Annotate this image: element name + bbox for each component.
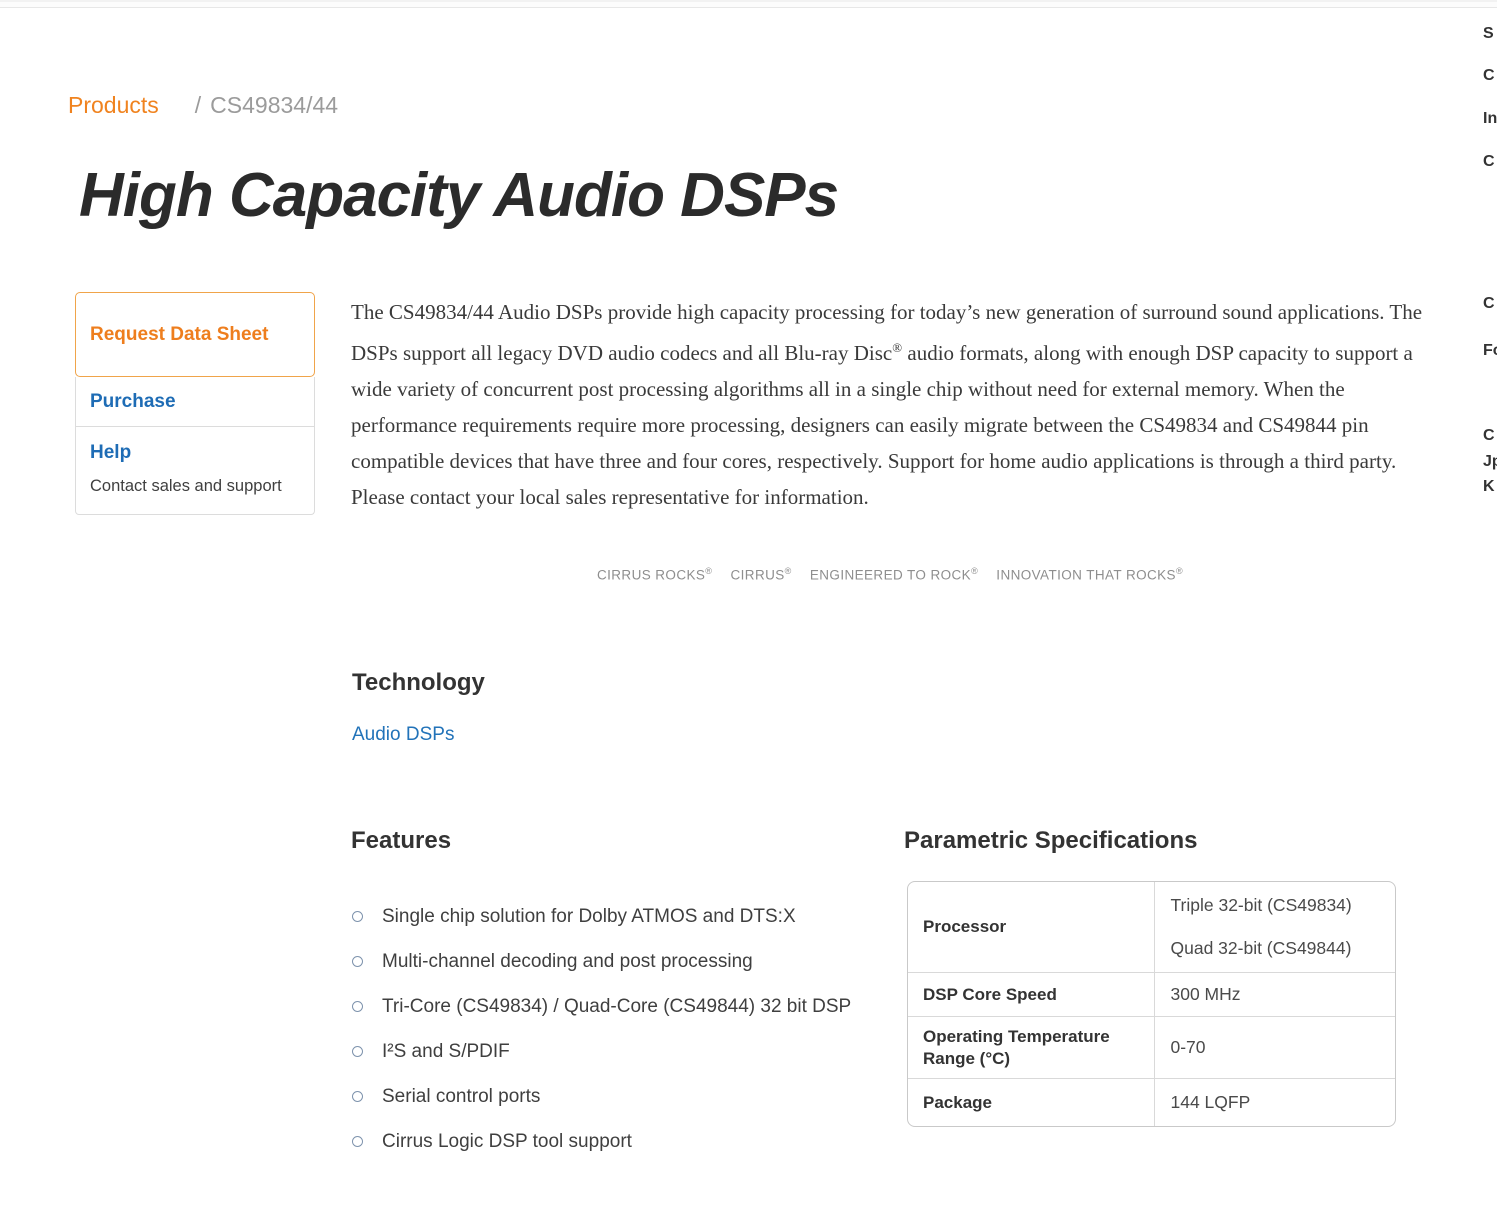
page-title: High Capacity Audio DSPs — [79, 161, 839, 230]
feature-item: Serial control ports — [351, 1081, 891, 1113]
registered-mark: ® — [892, 340, 903, 355]
trademark-item: ENGINEERED TO ROCK® — [809, 566, 979, 583]
spec-value-operating-temperature: 0-70 — [1155, 1017, 1396, 1078]
clipped-nav-link[interactable]: S — [1483, 25, 1494, 42]
description-text-1: The CS49834/44 Audio DSPs provide high c… — [351, 300, 1423, 365]
registered-mark: ® — [784, 566, 792, 576]
clipped-nav-link[interactable]: C — [1483, 67, 1495, 84]
features-list: Single chip solution for Dolby ATMOS and… — [351, 901, 891, 1171]
feature-item: I²S and S/PDIF — [351, 1036, 891, 1068]
clipped-nav-link[interactable]: C — [1483, 295, 1495, 312]
feature-item: Single chip solution for Dolby ATMOS and… — [351, 901, 891, 933]
trademark-item: INNOVATION THAT ROCKS® — [996, 566, 1184, 583]
spec-value-line: 300 MHz — [1170, 984, 1241, 1004]
breadcrumb-current-label: CS49834/44 — [210, 92, 339, 118]
breadcrumb-products-link[interactable]: Products — [68, 92, 159, 118]
clipped-nav-link[interactable]: K — [1483, 478, 1495, 495]
table-row: Package 144 LQFP — [908, 1078, 1395, 1126]
spec-label-dsp-core-speed: DSP Core Speed — [908, 973, 1155, 1016]
table-row: DSP Core Speed 300 MHz — [908, 972, 1395, 1016]
spec-value-line: Quad 32-bit (CS49844) — [1170, 938, 1352, 958]
purchase-label: Purchase — [90, 390, 176, 412]
trademark-item: CIRRUS® — [730, 566, 792, 583]
spec-value-processor: Triple 32-bit (CS49834) Quad 32-bit (CS4… — [1155, 882, 1396, 972]
parametric-specifications-heading: Parametric Specifications — [904, 827, 1198, 854]
feature-item: Tri-Core (CS49834) / Quad-Core (CS49844)… — [351, 991, 891, 1023]
spec-value-package: 144 LQFP — [1155, 1079, 1396, 1126]
spec-label-operating-temperature: Operating Temperature Range (°C) — [908, 1017, 1155, 1078]
clipped-nav-link[interactable]: In — [1483, 110, 1497, 127]
table-row: Processor Triple 32-bit (CS49834) Quad 3… — [908, 882, 1395, 972]
header-bottom-strip — [0, 0, 1497, 8]
clipped-nav-link[interactable]: C — [1483, 153, 1495, 170]
feature-item: Cirrus Logic DSP tool support — [351, 1126, 891, 1158]
purchase-button[interactable]: Purchase — [75, 377, 315, 427]
registered-mark: ® — [705, 566, 713, 576]
clipped-nav-link[interactable]: C — [1483, 427, 1495, 444]
spec-value-dsp-core-speed: 300 MHz — [1155, 973, 1396, 1016]
clipped-nav-link[interactable]: Fo — [1483, 342, 1497, 359]
table-row: Operating Temperature Range (°C) 0-70 — [908, 1016, 1395, 1078]
spec-value-line: 0-70 — [1170, 1037, 1206, 1057]
breadcrumb-current: / CS49834/44 — [195, 92, 338, 119]
spec-label-processor: Processor — [908, 882, 1155, 972]
registered-mark: ® — [971, 566, 979, 576]
registered-mark: ® — [1175, 566, 1184, 576]
product-description: The CS49834/44 Audio DSPs provide high c… — [351, 294, 1429, 515]
breadcrumb: Products / CS49834/44 — [68, 92, 338, 119]
spec-value-line: 144 LQFP — [1170, 1092, 1251, 1112]
help-description: Contact sales and support — [90, 477, 282, 495]
clipped-nav-link[interactable]: Jp — [1483, 453, 1497, 470]
trademark-item: CIRRUS ROCKS® — [596, 566, 713, 583]
feature-item: Multi-channel decoding and post processi… — [351, 946, 891, 978]
parametric-specifications-table: Processor Triple 32-bit (CS49834) Quad 3… — [907, 881, 1396, 1127]
help-link[interactable]: Help — [90, 442, 132, 463]
description-text-2: audio formats, along with enough DSP cap… — [351, 341, 1413, 509]
spec-value-line: Triple 32-bit (CS49834) — [1170, 895, 1352, 915]
audio-dsps-link[interactable]: Audio DSPs — [352, 724, 455, 745]
actions-panel: Request Data Sheet Purchase Help Contact… — [75, 292, 315, 515]
breadcrumb-separator: / — [194, 92, 202, 118]
request-data-sheet-label: Request Data Sheet — [90, 323, 269, 345]
spec-label-package: Package — [908, 1079, 1155, 1126]
features-heading: Features — [351, 827, 452, 854]
help-section: Help Contact sales and support — [75, 427, 315, 515]
technology-heading: Technology — [352, 669, 485, 696]
trademark-line: CIRRUS ROCKS® CIRRUS® ENGINEERED TO ROCK… — [351, 566, 1429, 583]
request-data-sheet-button[interactable]: Request Data Sheet — [75, 292, 315, 377]
